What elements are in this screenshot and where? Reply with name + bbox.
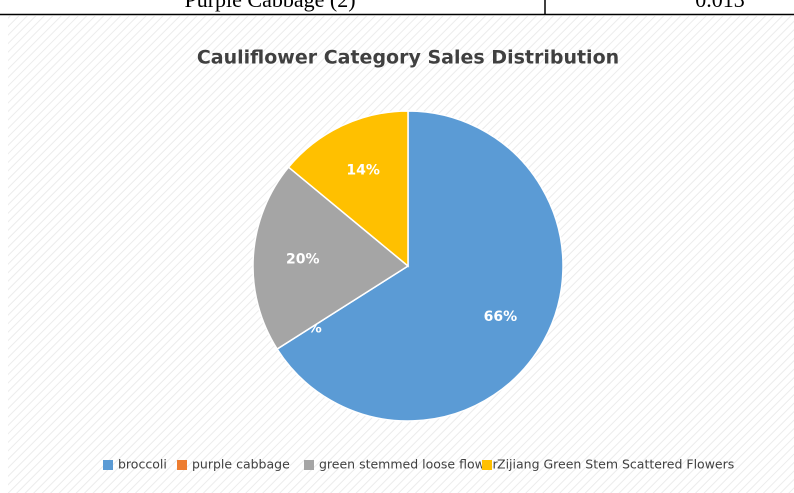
legend-swatch: [304, 460, 314, 470]
legend-label: Zijiang Green Stem Scattered Flowers: [497, 457, 734, 472]
legend-swatch: [177, 460, 187, 470]
table-cell: Purple Cabbage (2): [184, 0, 355, 12]
legend-label: broccoli: [118, 457, 167, 472]
pie-slice: [276, 110, 564, 422]
legend-swatch: [482, 460, 492, 470]
legend-label: green stemmed loose flower: [319, 457, 499, 472]
legend-swatch: [103, 460, 113, 470]
pie-slice: [287, 110, 409, 268]
data-label: 14%: [346, 163, 380, 179]
chart-title: Cauliflower Category Sales Distribution: [197, 47, 619, 69]
legend-label: purple cabbage: [192, 457, 290, 472]
data-label: 66%: [484, 309, 518, 325]
data-label: 20%: [286, 251, 320, 267]
pie-slice: [252, 166, 410, 351]
table-cell: 0.013: [695, 0, 745, 12]
